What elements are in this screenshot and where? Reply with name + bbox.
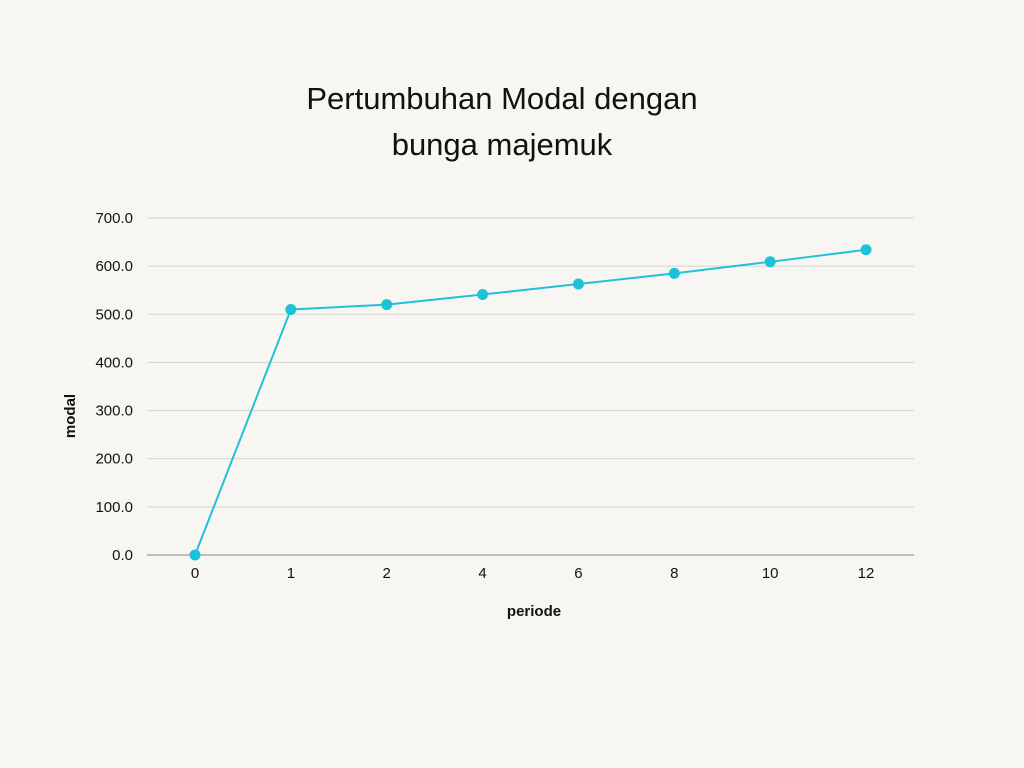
chart-title-line-2: bunga majemuk [391,127,613,162]
data-point [285,303,297,315]
x-tick-label: 10 [762,565,779,582]
y-tick-label: 600.0 [95,258,133,275]
chart-title-line-1: Pertumbuhan Modal dengan [306,81,698,116]
y-tick-label: 500.0 [95,306,133,323]
data-point [860,244,872,256]
gridlines [147,217,914,556]
series-line [194,248,867,556]
y-tick-label: 700.0 [95,210,133,227]
y-tick-label: 0.0 [112,547,133,564]
data-point [668,267,680,279]
data-point [189,549,201,561]
series-modal [189,244,872,561]
x-tick-label: 4 [478,565,486,582]
x-tick-label: 8 [670,565,678,582]
data-point [477,289,489,301]
y-tick-label: 300.0 [95,403,133,420]
chart-title: Pertumbuhan Modal dengan bunga majemuk [200,76,804,168]
data-point [764,256,776,268]
x-tick-label: 1 [287,565,295,582]
y-axis-title: modal [62,394,79,438]
y-axis-ticks: 0.0 100.0 200.0 300.0 400.0 500.0 600.0 700.0 [95,210,133,564]
data-point [572,278,584,290]
x-axis-ticks: 0 1 2 4 6 8 10 12 [191,565,875,582]
x-tick-label: 6 [574,565,582,582]
y-tick-label: 400.0 [95,354,133,371]
x-tick-label: 12 [858,565,875,582]
y-tick-label: 200.0 [95,451,133,468]
y-tick-label: 100.0 [95,499,133,516]
x-tick-label: 0 [191,565,199,582]
data-point [381,299,393,311]
x-tick-label: 2 [383,565,391,582]
x-axis-title: periode [507,603,561,620]
